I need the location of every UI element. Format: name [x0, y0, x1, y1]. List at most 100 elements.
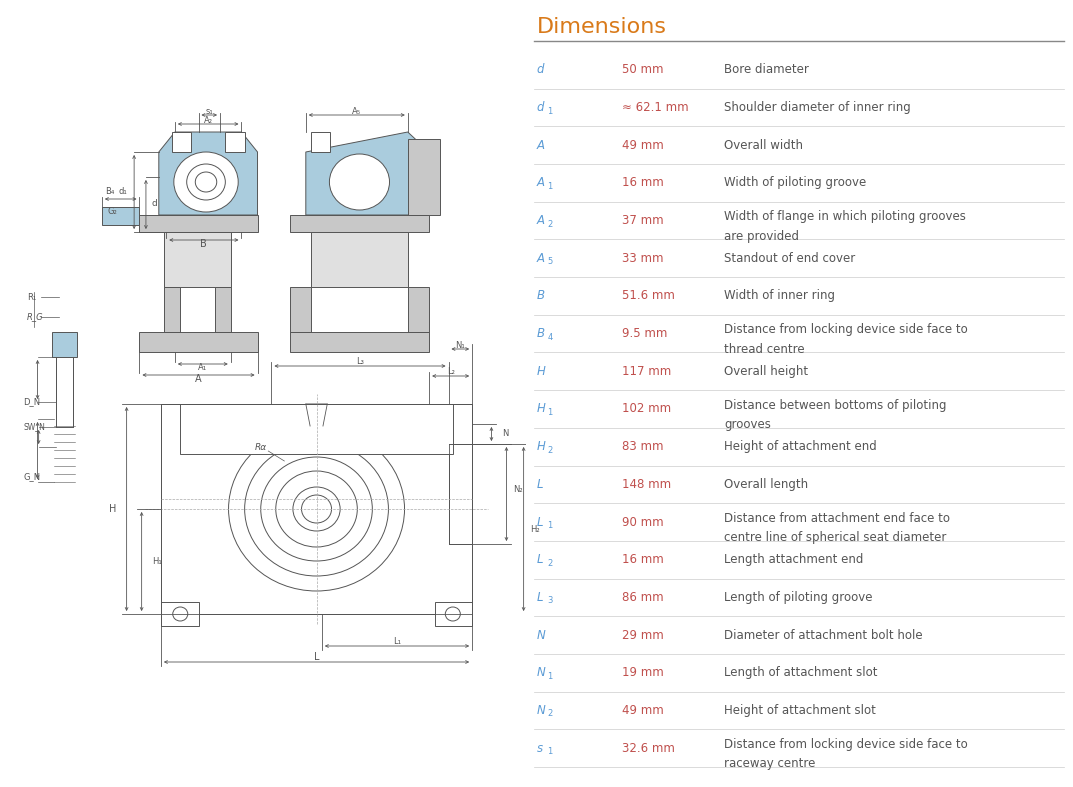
Polygon shape [159, 132, 258, 215]
Polygon shape [164, 232, 231, 287]
Polygon shape [290, 215, 429, 232]
Text: d: d [536, 63, 544, 76]
Text: 51.6 mm: 51.6 mm [622, 290, 675, 302]
Text: SW_N: SW_N [24, 423, 45, 431]
Text: H: H [108, 504, 116, 514]
Text: Length attachment end: Length attachment end [724, 553, 864, 566]
Circle shape [293, 487, 340, 531]
Text: 16 mm: 16 mm [622, 553, 664, 566]
Circle shape [276, 471, 357, 547]
Text: Rα: Rα [254, 442, 267, 452]
Text: L₃: L₃ [356, 357, 364, 365]
Text: 1: 1 [547, 182, 553, 191]
Text: G_N: G_N [24, 472, 41, 482]
Text: raceway centre: raceway centre [724, 757, 815, 770]
Text: N: N [502, 430, 509, 438]
Text: 1: 1 [547, 106, 553, 116]
Circle shape [261, 457, 372, 561]
Text: L₁: L₁ [393, 637, 401, 645]
Text: A₂: A₂ [204, 116, 212, 125]
Polygon shape [56, 357, 73, 427]
Text: 50 mm: 50 mm [622, 63, 664, 76]
Text: L: L [536, 553, 543, 566]
Polygon shape [435, 602, 472, 626]
Polygon shape [161, 602, 199, 626]
Text: L: L [536, 478, 543, 491]
Polygon shape [139, 215, 258, 232]
Text: Diameter of attachment bolt hole: Diameter of attachment bolt hole [724, 629, 923, 641]
Circle shape [245, 442, 388, 576]
Text: 37 mm: 37 mm [622, 214, 664, 227]
Text: A: A [536, 139, 544, 152]
Text: Shoulder diameter of inner ring: Shoulder diameter of inner ring [724, 101, 911, 114]
Text: 83 mm: 83 mm [622, 440, 664, 453]
Text: 2: 2 [547, 709, 553, 719]
Text: ≈ 62.1 mm: ≈ 62.1 mm [622, 101, 689, 114]
Text: are provided: are provided [724, 230, 799, 242]
Text: Distance from locking device side face to: Distance from locking device side face t… [724, 737, 968, 751]
Text: Distance from attachment end face to: Distance from attachment end face to [724, 512, 951, 525]
Text: d: d [151, 199, 157, 209]
Polygon shape [408, 287, 429, 332]
Text: 117 mm: 117 mm [622, 365, 672, 378]
Text: N₁: N₁ [455, 341, 466, 349]
Text: 4: 4 [547, 333, 553, 342]
Text: 2: 2 [547, 220, 553, 228]
Polygon shape [306, 132, 429, 215]
Text: H₂: H₂ [530, 524, 540, 534]
Text: A: A [195, 374, 202, 384]
Text: d₁: d₁ [119, 187, 128, 197]
Polygon shape [306, 404, 327, 426]
Text: Length of attachment slot: Length of attachment slot [724, 667, 878, 679]
Text: 33 mm: 33 mm [622, 252, 664, 264]
Circle shape [302, 495, 332, 523]
Polygon shape [102, 207, 139, 225]
Text: 5: 5 [547, 257, 553, 266]
Polygon shape [161, 404, 472, 614]
Polygon shape [164, 287, 180, 332]
Text: 49 mm: 49 mm [622, 704, 664, 717]
Text: N₂: N₂ [513, 485, 523, 493]
Text: d: d [536, 101, 544, 114]
Text: 86 mm: 86 mm [622, 591, 664, 604]
Text: s: s [536, 741, 543, 755]
Text: 90 mm: 90 mm [622, 515, 664, 529]
Text: L: L [536, 591, 543, 604]
Text: 16 mm: 16 mm [622, 176, 664, 190]
Text: Bore diameter: Bore diameter [724, 63, 809, 76]
Text: 32.6 mm: 32.6 mm [622, 741, 675, 755]
Text: Overall height: Overall height [724, 365, 808, 378]
Text: 19 mm: 19 mm [622, 667, 664, 679]
Polygon shape [290, 332, 429, 352]
Text: H: H [536, 365, 545, 378]
Circle shape [174, 152, 238, 212]
Text: H₁: H₁ [152, 557, 162, 566]
Text: Length of piloting groove: Length of piloting groove [724, 591, 872, 604]
Text: B: B [536, 290, 544, 302]
Text: centre line of spherical seat diameter: centre line of spherical seat diameter [724, 531, 946, 544]
Polygon shape [180, 404, 453, 454]
Text: grooves: grooves [724, 418, 771, 431]
Text: Overall width: Overall width [724, 139, 804, 152]
Text: Distance between bottoms of piloting: Distance between bottoms of piloting [724, 398, 946, 412]
Text: G₂: G₂ [107, 208, 117, 216]
Text: 1: 1 [547, 672, 553, 681]
Text: L: L [536, 515, 543, 529]
Polygon shape [449, 444, 472, 544]
Text: Width of inner ring: Width of inner ring [724, 290, 835, 302]
Text: Width of flange in which piloting grooves: Width of flange in which piloting groove… [724, 210, 966, 223]
Text: L₂: L₂ [446, 368, 455, 376]
Text: Height of attachment slot: Height of attachment slot [724, 704, 877, 717]
Text: s₁: s₁ [205, 106, 214, 116]
Text: 9.5 mm: 9.5 mm [622, 327, 667, 340]
Text: B₄: B₄ [105, 187, 115, 197]
Polygon shape [290, 287, 311, 332]
Text: R₁: R₁ [27, 293, 36, 301]
Circle shape [195, 172, 217, 192]
Text: B: B [201, 239, 207, 249]
Text: 148 mm: 148 mm [622, 478, 672, 491]
Text: L: L [313, 652, 320, 662]
Text: Distance from locking device side face to: Distance from locking device side face t… [724, 323, 968, 336]
Text: 102 mm: 102 mm [622, 402, 672, 416]
Text: A₅: A₅ [352, 106, 361, 116]
